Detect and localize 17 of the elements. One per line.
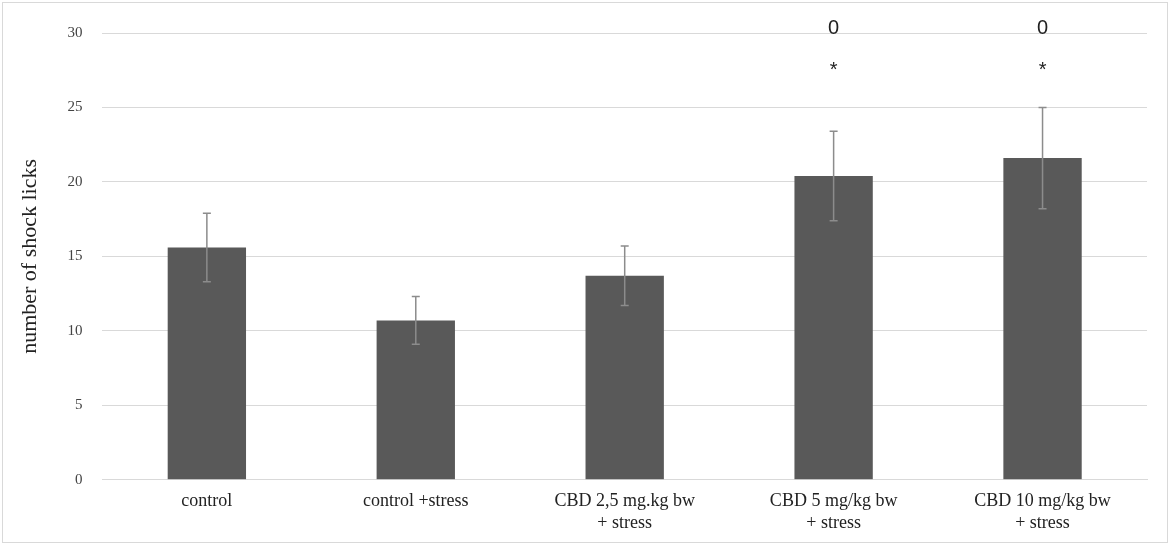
- y-tick-label: 0: [74, 470, 83, 487]
- y-tick-label: 30: [67, 23, 83, 40]
- annotation: 0: [1036, 15, 1049, 38]
- x-tick-label: control +stress: [362, 490, 469, 511]
- x-tick-label: CBD 2,5 mg.kg bw + stress: [554, 490, 695, 532]
- y-axis-title: number of shock licks: [15, 158, 41, 354]
- annotation: *: [829, 57, 838, 80]
- y-tick-label: 25: [67, 98, 83, 115]
- annotation: *: [1038, 57, 1047, 80]
- y-tick-label: 10: [67, 321, 83, 338]
- y-tick-label: 20: [67, 172, 83, 189]
- x-tick-label: control: [181, 490, 233, 511]
- y-tick-label: 15: [67, 247, 83, 264]
- x-tick-label: CBD 10 mg/kg bw + stress: [974, 490, 1111, 532]
- x-tick-label: CBD 5 mg/kg bw + stress: [769, 490, 898, 532]
- y-tick-label: 5: [74, 396, 83, 413]
- annotation: 0: [828, 15, 840, 38]
